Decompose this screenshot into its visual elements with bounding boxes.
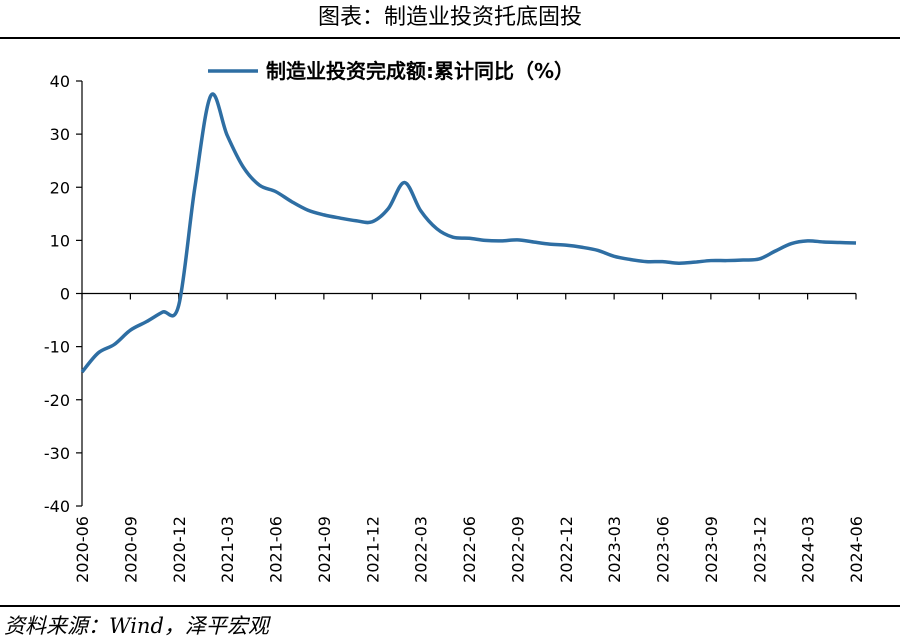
x-tick-label: 2020-06 xyxy=(73,516,92,583)
y-tick-label: -20 xyxy=(44,391,70,410)
y-tick-label: -40 xyxy=(44,497,70,516)
x-tick-label: 2020-09 xyxy=(121,516,140,583)
x-axis-ticks: 2020-06 2020-09 2020-12 2021-03 2021-06 2021-… xyxy=(73,293,866,583)
chart-legend: 制造业投资完成额:累计同比（%） xyxy=(208,59,574,83)
series-line xyxy=(80,92,857,374)
x-tick-label: 2024-06 xyxy=(847,516,866,583)
x-tick-label: 2021-09 xyxy=(315,516,334,583)
x-tick-label: 2022-09 xyxy=(508,516,527,583)
series-group xyxy=(80,92,857,374)
y-tick-label: 10 xyxy=(50,231,70,250)
x-tick-label: 2023-06 xyxy=(654,516,673,583)
x-tick-label: 2021-03 xyxy=(218,516,237,583)
y-tick-label: 20 xyxy=(50,178,70,197)
x-tick-label: 2022-03 xyxy=(412,516,431,583)
x-tick-label: 2022-12 xyxy=(557,516,576,583)
legend-label: 制造业投资完成额:累计同比（%） xyxy=(266,59,574,83)
x-tick-label: 2021-06 xyxy=(267,516,286,583)
x-tick-label: 2023-03 xyxy=(605,516,624,583)
figure-title: 图表：制造业投资托底固投 xyxy=(317,5,582,30)
y-tick-label: 40 xyxy=(50,72,70,91)
x-tick-label: 2023-09 xyxy=(702,516,721,583)
x-tick-label: 2020-12 xyxy=(170,516,189,583)
x-tick-label: 2024-03 xyxy=(799,516,818,583)
y-axis-ticks: 40 30 20 10 0 -10 -20 -30 -40 xyxy=(44,72,82,516)
y-tick-label: -10 xyxy=(44,338,70,357)
x-tick-label: 2022-06 xyxy=(460,516,479,583)
y-tick-label: 30 xyxy=(50,125,70,144)
y-tick-label: -30 xyxy=(44,444,70,463)
x-tick-label: 2021-12 xyxy=(363,516,382,583)
y-tick-label: 0 xyxy=(60,285,70,304)
source-rule xyxy=(0,605,900,607)
x-tick-label: 2023-12 xyxy=(750,516,769,583)
source-note: 资料来源：Wind，泽平宏观 xyxy=(4,614,269,638)
title-rule xyxy=(0,37,900,39)
